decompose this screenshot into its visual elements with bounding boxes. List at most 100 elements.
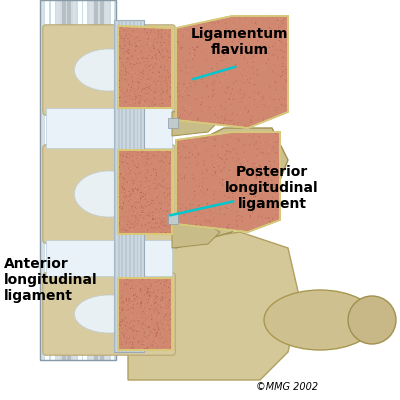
Point (148, 74, 154, 81)
Point (274, 166, 281, 172)
Point (227, 49, 233, 55)
Point (251, 89, 258, 95)
Point (142, 182, 148, 188)
Point (140, 286, 146, 292)
Point (237, 90, 244, 96)
Point (166, 147, 172, 154)
Point (133, 199, 139, 206)
Point (121, 24, 127, 31)
Point (187, 46, 193, 52)
Point (116, 322, 123, 328)
Point (211, 196, 217, 202)
Point (162, 308, 169, 314)
Point (255, 91, 261, 97)
Point (157, 184, 164, 190)
Point (230, 117, 236, 123)
Point (136, 100, 142, 106)
Point (211, 204, 218, 210)
Point (199, 221, 205, 227)
Point (122, 70, 129, 76)
Point (157, 182, 164, 188)
Point (210, 105, 216, 111)
Point (198, 222, 204, 228)
Point (123, 170, 130, 177)
Point (212, 137, 219, 143)
Point (153, 170, 159, 177)
Point (132, 82, 139, 88)
Point (116, 39, 122, 45)
Point (166, 205, 172, 211)
Point (122, 327, 129, 333)
Point (126, 41, 132, 48)
Point (155, 217, 162, 224)
Point (160, 154, 166, 160)
Point (130, 78, 136, 84)
Point (132, 73, 138, 79)
Point (164, 57, 170, 64)
Point (198, 136, 204, 142)
Point (252, 182, 258, 188)
Point (144, 55, 151, 61)
Point (155, 324, 162, 330)
Point (143, 84, 150, 90)
Point (128, 167, 134, 174)
Point (161, 176, 168, 182)
Point (230, 80, 237, 86)
Point (255, 74, 262, 80)
Point (130, 309, 136, 315)
Point (137, 212, 144, 219)
Point (275, 24, 282, 31)
Point (167, 89, 174, 95)
Point (182, 62, 188, 68)
Point (231, 37, 238, 43)
Point (146, 211, 152, 218)
Point (224, 224, 231, 230)
Point (162, 43, 168, 49)
Point (238, 52, 244, 58)
Point (141, 305, 148, 312)
Point (200, 221, 206, 227)
Point (118, 290, 124, 297)
Point (283, 42, 289, 48)
Point (138, 203, 144, 209)
Point (151, 346, 158, 352)
Point (158, 276, 165, 282)
Point (153, 338, 160, 344)
Point (167, 94, 174, 100)
Point (143, 35, 149, 41)
Point (266, 103, 272, 110)
Point (246, 202, 252, 208)
Point (116, 76, 122, 82)
Point (136, 338, 142, 345)
Point (274, 20, 281, 27)
Point (155, 148, 161, 154)
Point (133, 302, 140, 308)
Point (115, 284, 121, 290)
Point (147, 152, 154, 159)
Point (120, 301, 127, 307)
Point (115, 34, 121, 41)
Point (126, 40, 133, 47)
Point (147, 81, 153, 87)
Point (152, 92, 159, 99)
Point (130, 334, 136, 340)
Point (196, 26, 202, 32)
Point (155, 326, 162, 332)
Point (246, 84, 252, 90)
Point (246, 40, 253, 46)
Point (209, 80, 215, 87)
Point (267, 34, 274, 40)
Point (140, 330, 146, 336)
Point (156, 209, 163, 215)
Point (165, 317, 171, 323)
Point (199, 100, 205, 106)
Point (220, 170, 226, 177)
Point (135, 320, 142, 327)
Point (116, 312, 123, 318)
Point (122, 159, 128, 165)
Point (150, 31, 156, 38)
Point (118, 33, 125, 39)
Point (135, 187, 141, 194)
Point (146, 324, 152, 330)
Point (211, 165, 217, 171)
